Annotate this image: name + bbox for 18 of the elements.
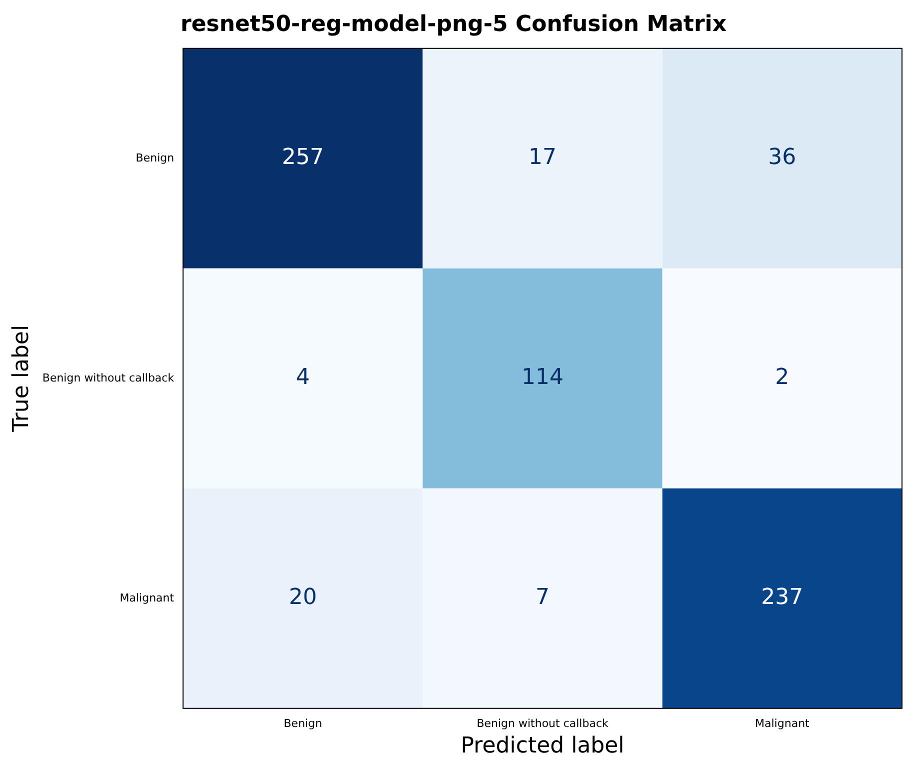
data-label: 114: [522, 365, 564, 390]
data-label: 4: [296, 365, 310, 390]
data-label: 2: [775, 365, 790, 390]
data-label: 36: [768, 145, 796, 170]
x-tick-label: Malignant: [755, 716, 810, 730]
y-tick-label: Benign: [136, 151, 174, 164]
data-label: 7: [536, 585, 550, 610]
y-tick-label: Malignant: [120, 591, 175, 604]
data-label: 17: [528, 145, 557, 170]
data-label: 257: [282, 145, 324, 170]
chart-title: resnet50-reg-model-png-5 Confusion Matrix: [180, 12, 727, 37]
x-tick-label: Benign: [284, 716, 322, 730]
data-label: 237: [761, 585, 804, 610]
y-tick-label: Benign without callback: [42, 371, 175, 384]
data-label: 20: [288, 585, 317, 610]
x-tick-label: Benign without callback: [476, 716, 610, 730]
y-axis-title: True label: [8, 324, 34, 433]
x-axis-title: Predicted label: [460, 734, 624, 759]
